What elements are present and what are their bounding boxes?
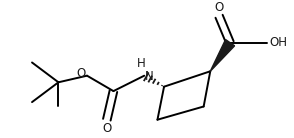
Text: N: N	[145, 70, 154, 83]
Text: OH: OH	[270, 36, 288, 49]
Text: O: O	[77, 67, 86, 80]
Text: H: H	[137, 57, 145, 70]
Text: O: O	[214, 1, 224, 14]
Text: O: O	[102, 122, 111, 135]
Polygon shape	[210, 40, 235, 71]
